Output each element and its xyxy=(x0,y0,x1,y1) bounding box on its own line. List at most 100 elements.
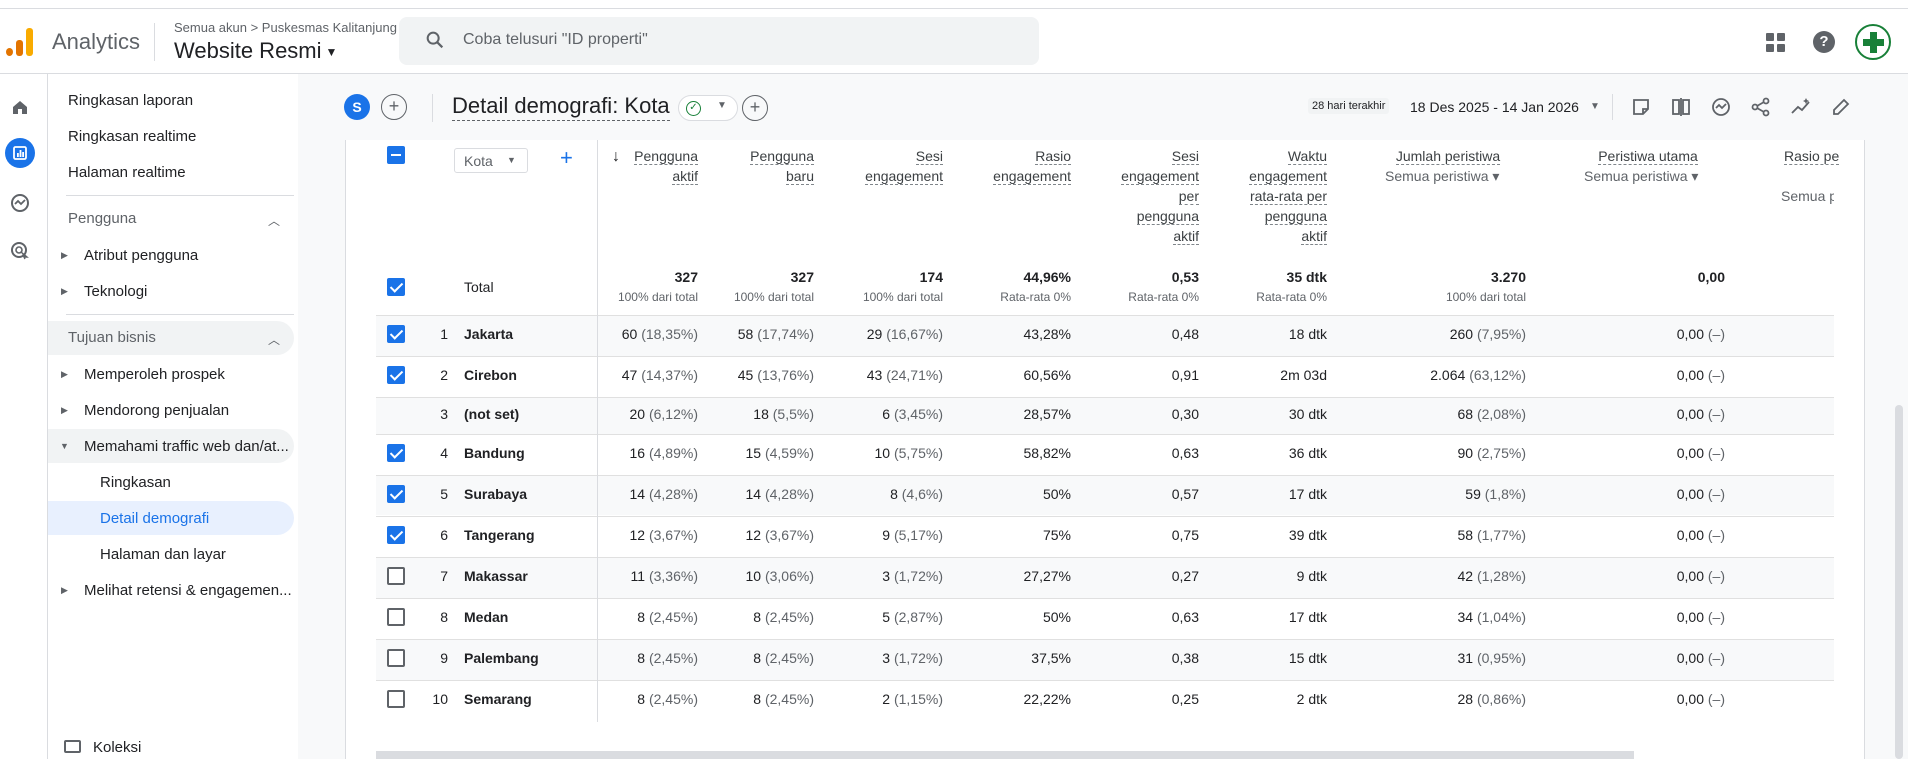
column-header-c8[interactable]: Peristiwa utama xyxy=(1598,148,1698,165)
column-header-c7[interactable]: Jumlah peristiwa xyxy=(1395,148,1501,165)
vertical-scrollbar[interactable] xyxy=(1895,405,1903,759)
caret-down-icon: ▼ xyxy=(507,155,516,165)
horizontal-scrollbar[interactable] xyxy=(376,751,1634,759)
row-checkbox[interactable] xyxy=(387,366,405,384)
sort-descending-icon[interactable]: ↓ xyxy=(612,148,620,165)
row-shade xyxy=(376,639,1834,680)
nav-ringkasan-realtime[interactable]: Ringkasan realtime xyxy=(68,128,197,145)
metric-cell: 0,00 (–) xyxy=(1676,326,1725,342)
add-comparison-icon[interactable]: + xyxy=(381,94,407,120)
row-shade xyxy=(376,316,1834,356)
search-input[interactable]: Coba telusuri "ID properti" xyxy=(463,31,648,48)
nav-teknologi[interactable]: Teknologi xyxy=(84,283,148,300)
city-name[interactable]: Cirebon xyxy=(464,367,517,383)
annotation-icon[interactable] xyxy=(1630,96,1652,118)
key-event-filter-dropdown[interactable]: Semua peristiwa ▾ xyxy=(1584,168,1699,184)
metric-cell: 18 (5,5%) xyxy=(753,406,814,422)
reports-icon[interactable] xyxy=(5,138,35,168)
column-header-c9[interactable]: Rasio pe xyxy=(1784,148,1840,165)
metric-cell: 43 (24,71%) xyxy=(866,367,943,383)
expand-arrow-icon[interactable]: ▶ xyxy=(61,405,68,415)
advertising-icon[interactable] xyxy=(5,236,35,266)
city-name[interactable]: (not set) xyxy=(464,406,520,422)
metric-cell: 60 (18,35%) xyxy=(621,326,698,342)
expand-arrow-icon[interactable]: ▶ xyxy=(61,286,68,296)
nav-detail-demografi[interactable]: Detail demografi xyxy=(100,510,210,527)
event-filter-dropdown[interactable]: Semua peristiwa ▾ xyxy=(1385,168,1500,184)
collapse-arrow-icon[interactable]: ▼ xyxy=(60,441,69,451)
row-checkbox[interactable] xyxy=(387,526,405,544)
add-filter-icon[interactable]: + xyxy=(742,95,768,121)
add-dimension-button[interactable]: + xyxy=(560,145,573,170)
metric-cell: 0,91 xyxy=(1171,367,1199,383)
row-divider xyxy=(376,475,1834,476)
row-checkbox[interactable] xyxy=(387,444,405,462)
city-name[interactable]: Palembang xyxy=(464,650,539,666)
nav-memahami-traffic[interactable]: Memahami traffic web dan/at... xyxy=(84,438,289,455)
row-checkbox[interactable] xyxy=(387,690,405,708)
nav-koleksi[interactable]: Koleksi xyxy=(93,739,142,756)
column-header-c1[interactable]: Pengguna aktif xyxy=(634,148,698,185)
top-divider xyxy=(0,8,1908,9)
column-header-c5[interactable]: Sesi engagement per pengguna aktif xyxy=(1121,148,1199,245)
select-all-checkbox[interactable] xyxy=(387,146,405,164)
city-name[interactable]: Tangerang xyxy=(464,527,535,543)
metric-cell: 90 (2,75%) xyxy=(1457,445,1527,461)
expand-arrow-icon[interactable]: ▶ xyxy=(61,585,68,595)
total-row-checkbox[interactable] xyxy=(387,278,405,296)
explore-icon[interactable] xyxy=(5,188,35,218)
analytics-logo-icon[interactable] xyxy=(6,28,34,56)
compare-icon[interactable] xyxy=(1670,96,1692,118)
city-name[interactable]: Medan xyxy=(464,609,509,625)
nav-mendorong-penjualan[interactable]: Mendorong penjualan xyxy=(84,402,230,419)
nav-halaman-dan-layar[interactable]: Halaman dan layar xyxy=(100,546,226,563)
nav-retensi-engagement[interactable]: Melihat retensi & engagemen... xyxy=(84,582,292,599)
nav-atribut-pengguna[interactable]: Atribut pengguna xyxy=(84,247,199,264)
column-header-c6[interactable]: Waktu engagement rata-rata per pengguna akti… xyxy=(1249,148,1327,245)
explore-report-icon[interactable] xyxy=(1710,96,1732,118)
nav-ringkasan-laporan[interactable]: Ringkasan laporan xyxy=(68,92,194,109)
metric-cell: 14 (4,28%) xyxy=(745,486,815,502)
row-checkbox[interactable] xyxy=(387,325,405,343)
row-checkbox[interactable] xyxy=(387,485,405,503)
nav-ringkasan[interactable]: Ringkasan xyxy=(100,474,171,491)
nav-memperoleh-prospek[interactable]: Memperoleh prospek xyxy=(84,366,225,383)
search-bar[interactable] xyxy=(399,17,1039,65)
segment-chip[interactable]: S xyxy=(344,94,370,120)
metric-cell: 2 (1,15%) xyxy=(882,691,943,707)
account-breadcrumb[interactable]: Semua akun > Puskesmas Kalitanjung xyxy=(174,20,397,35)
row-checkbox[interactable] xyxy=(387,608,405,626)
row-checkbox[interactable] xyxy=(387,567,405,585)
nav-section-tujuan-bisnis[interactable]: Tujuan bisnis ︿ xyxy=(48,321,294,355)
nav-section-pengguna[interactable]: Pengguna ︿ xyxy=(48,202,294,236)
metric-cell: 0,00 (–) xyxy=(1676,406,1725,422)
property-selector[interactable]: Website Resmi ▼ xyxy=(174,38,337,64)
date-range[interactable]: 18 Des 2025 - 14 Jan 2026 xyxy=(1410,99,1579,115)
column-header-c4[interactable]: Rasio engagement xyxy=(993,148,1071,185)
report-status-chip[interactable]: ✓ ▼ xyxy=(678,95,738,121)
caret-down-icon[interactable]: ▼ xyxy=(1590,101,1600,112)
city-name[interactable]: Bandung xyxy=(464,445,525,461)
row-checkbox[interactable] xyxy=(387,649,405,667)
edit-icon[interactable] xyxy=(1830,96,1852,118)
help-icon[interactable]: ? xyxy=(1813,31,1835,53)
city-name[interactable]: Makassar xyxy=(464,568,528,584)
rate-filter-dropdown[interactable]: Semua p xyxy=(1781,188,1834,204)
column-header-c2[interactable]: Pengguna baru xyxy=(750,148,814,185)
apps-icon[interactable] xyxy=(1766,33,1785,52)
city-name[interactable]: Jakarta xyxy=(464,326,514,342)
home-icon[interactable] xyxy=(5,92,35,122)
report-title[interactable]: Detail demografi: Kota xyxy=(452,93,670,121)
share-icon[interactable] xyxy=(1750,96,1772,118)
city-name[interactable]: Surabaya xyxy=(464,486,528,502)
total-value: 0,53 xyxy=(1171,269,1199,285)
expand-arrow-icon[interactable]: ▶ xyxy=(61,369,68,379)
expand-arrow-icon[interactable]: ▶ xyxy=(61,250,68,260)
column-header-c3[interactable]: Sesi engagement xyxy=(865,148,943,185)
insights-icon[interactable] xyxy=(1790,96,1812,118)
dimension-dropdown[interactable]: Kota ▼ xyxy=(454,148,528,173)
avatar[interactable] xyxy=(1855,24,1891,60)
nav-halaman-realtime[interactable]: Halaman realtime xyxy=(68,164,186,181)
total-value: 0,00 xyxy=(1697,269,1725,285)
city-name[interactable]: Semarang xyxy=(464,691,532,707)
